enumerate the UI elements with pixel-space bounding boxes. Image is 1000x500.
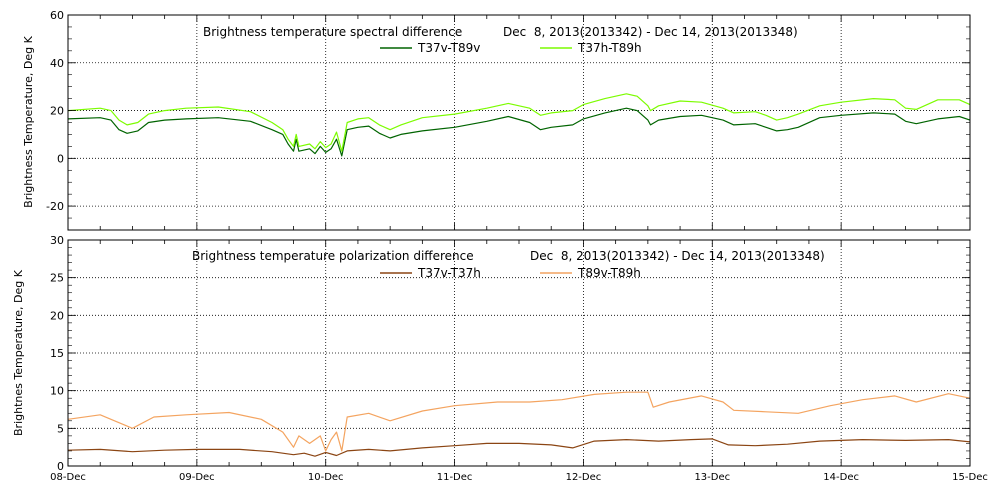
- x-tick-label: 12-Dec: [566, 472, 602, 483]
- legend-label-t37v-t89v: T37v-T89v: [417, 41, 480, 55]
- y-tick-label: 30: [50, 234, 64, 247]
- series-line-t37v-t89v: [67, 107, 971, 157]
- polarization-grid: [68, 240, 970, 466]
- legend-label-t37h-t89h: T37h-T89h: [577, 41, 642, 55]
- y-tick-label: 0: [57, 152, 64, 165]
- series-line-t37h-t89h: [67, 93, 971, 152]
- x-tick-label: 09-Dec: [179, 472, 215, 483]
- x-tick-label: 08-Dec: [50, 472, 86, 483]
- spectral-title: Brightness temperature spectral differen…: [203, 25, 462, 39]
- polarization-y-axis-label: Brightnes Temperature, Deg K: [12, 269, 25, 436]
- x-tick-label: 14-Dec: [823, 472, 859, 483]
- y-tick-label: 10: [50, 385, 64, 398]
- polarization-series: [67, 391, 971, 457]
- spectral-date-range: Dec 8, 2013(2013342) - Dec 14, 2013(2013…: [503, 25, 798, 39]
- x-tick-label: 10-Dec: [308, 472, 344, 483]
- series-line-t37v-t37h: [67, 438, 971, 457]
- y-tick-label: 40: [50, 57, 64, 70]
- legend-label-t89v-t89h: T89v-T89h: [577, 266, 641, 280]
- spectral-y-axis-label: Brightness Temperature, Deg K: [22, 35, 35, 207]
- spectral-series: [67, 93, 971, 157]
- x-tick-label: 15-Dec: [952, 472, 988, 483]
- legend-label-t37v-t37h: T37v-T37h: [417, 266, 481, 280]
- y-tick-label: 5: [57, 422, 64, 435]
- polarization-difference-panel: 0 5 10 15 20 25 30 08-Dec 09-Dec 10-Dec 11-Dec 12-…: [12, 234, 988, 483]
- y-tick-label: 0: [57, 460, 64, 473]
- x-tick-label: 11-Dec: [437, 472, 473, 483]
- series-line-t89v-t89h: [67, 391, 971, 452]
- y-tick-label: 20: [50, 105, 64, 118]
- spectral-grid: [68, 15, 970, 230]
- x-tick-label: 13-Dec: [694, 472, 730, 483]
- y-tick-label: 60: [50, 9, 64, 22]
- polarization-y-ticks: 0 5 10 15 20 25 30: [50, 234, 971, 473]
- y-tick-label: -20: [46, 200, 64, 213]
- spectral-difference-panel: -20 0 20 40 60 Brightness temperature spectr…: [22, 9, 971, 231]
- polarization-date-range: Dec 8, 2013(2013342) - Dec 14, 2013(2013…: [530, 249, 825, 263]
- y-tick-label: 15: [50, 347, 64, 360]
- y-tick-label: 25: [50, 272, 64, 285]
- date-x-ticks: 08-Dec 09-Dec 10-Dec 11-Dec 12-Dec 13-Dec 14-D…: [50, 472, 988, 483]
- y-tick-label: 20: [50, 309, 64, 322]
- spectral-y-ticks: -20 0 20 40 60: [46, 9, 971, 231]
- polarization-title: Brightness temperature polarization diff…: [192, 249, 474, 263]
